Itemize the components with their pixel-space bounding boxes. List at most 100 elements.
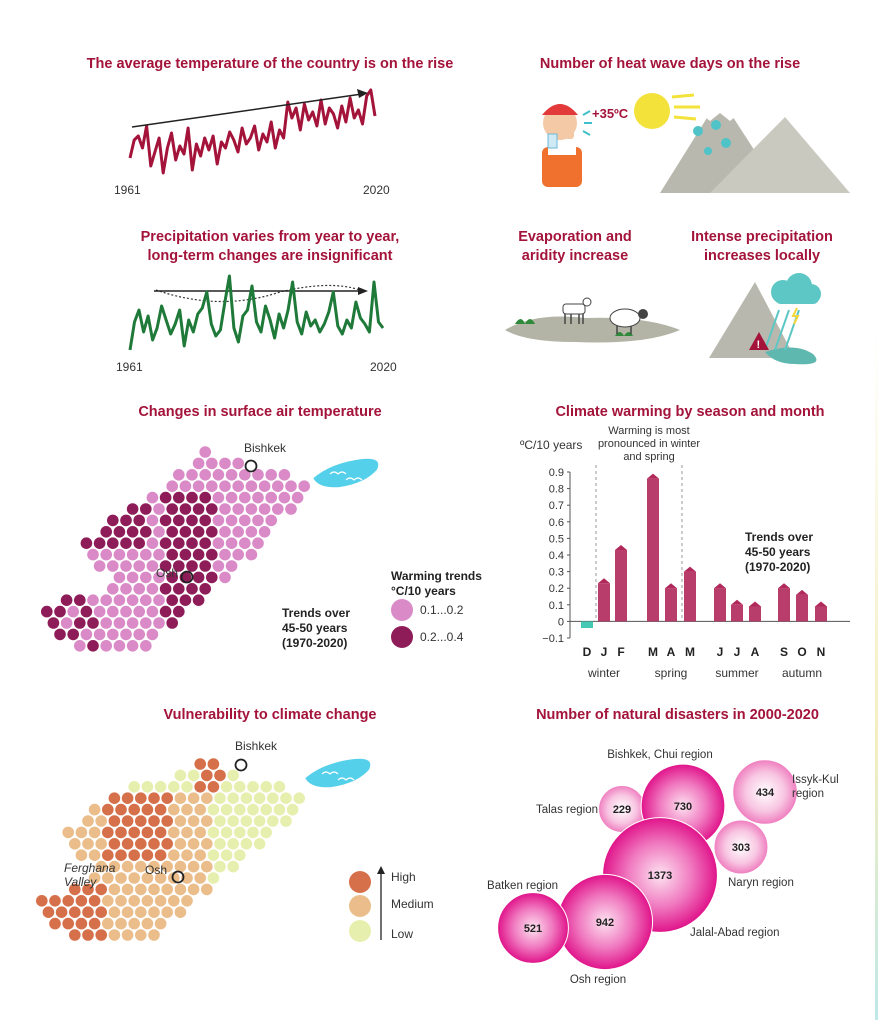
bar-j-6 xyxy=(714,588,726,622)
map-dot xyxy=(181,849,193,862)
heatwave-title: Number of heat wave days on the rise xyxy=(539,56,801,72)
bar-y-tick-label: 0.6 xyxy=(549,517,564,529)
map-dot xyxy=(161,837,174,850)
warming-season-title: Climate warming by season and month xyxy=(555,404,825,420)
map-dot xyxy=(159,537,172,550)
map-dot xyxy=(100,525,113,538)
vuln-lake-icon xyxy=(302,756,373,790)
map-dot xyxy=(192,480,205,493)
map-dot xyxy=(95,906,108,919)
bar-annotation: Warming is most pronounced in winter and… xyxy=(597,425,701,463)
bar-cap xyxy=(615,545,627,551)
map-dot xyxy=(133,514,146,527)
map-dot xyxy=(280,792,292,805)
map-dot xyxy=(192,525,205,538)
map-dot xyxy=(126,525,139,538)
map-dot xyxy=(134,815,147,827)
map-dot xyxy=(247,826,259,839)
bubble-value-label: 303 xyxy=(732,842,750,854)
bar-s-9 xyxy=(778,588,790,622)
map-dot xyxy=(120,605,132,618)
map-dot xyxy=(87,594,99,607)
map-dot xyxy=(200,837,213,850)
map-dot xyxy=(134,929,147,941)
map-dot xyxy=(139,594,152,607)
bar-cap xyxy=(796,589,808,595)
map-dot xyxy=(174,837,187,850)
map-dot xyxy=(133,560,146,572)
map-dot xyxy=(245,548,258,561)
map-dot xyxy=(280,815,292,827)
map-dot xyxy=(95,815,108,827)
bar-cap xyxy=(684,566,696,572)
map-dot xyxy=(166,525,179,538)
map-dot xyxy=(212,514,225,527)
map-dot xyxy=(73,594,86,607)
map-dot xyxy=(113,571,126,584)
map-dot xyxy=(214,837,226,850)
map-dot xyxy=(161,792,174,805)
heatwave-illustration: +35ºC xyxy=(542,93,850,193)
precip-trend-curve xyxy=(155,284,361,303)
map-dot xyxy=(68,837,81,850)
vulnerability-title: Vulnerability to climate change xyxy=(163,707,377,723)
map-dot xyxy=(167,872,180,884)
map-dot xyxy=(238,491,251,504)
map-dot xyxy=(75,894,88,907)
map-dot xyxy=(87,617,99,629)
map-dot xyxy=(172,605,185,618)
intense-precip-title-line1: Intense precipitation xyxy=(691,229,833,245)
evaporation-illustration xyxy=(505,297,680,343)
evaporation-title-line2: aridity increase xyxy=(521,248,629,264)
map-dot xyxy=(128,803,141,816)
bubble-region-label: Batken region xyxy=(487,880,558,892)
map-dot xyxy=(49,894,61,907)
map-dot xyxy=(93,560,106,572)
map-dot xyxy=(179,503,192,515)
map-dot xyxy=(199,446,212,458)
map-dot xyxy=(133,605,146,618)
map-dot xyxy=(186,514,198,527)
intense-precip-title: Intense precipitation increases locally xyxy=(672,228,852,266)
map-dot xyxy=(100,639,113,652)
map-dot xyxy=(120,560,132,572)
map-dot xyxy=(179,480,192,493)
map-dot xyxy=(87,639,99,652)
precip-series-line xyxy=(128,274,385,351)
bubble-talas-region xyxy=(598,785,646,833)
vuln-legend-low-label: Low xyxy=(391,927,413,941)
map-dot xyxy=(205,571,218,584)
map-dot xyxy=(159,514,172,527)
map-dot xyxy=(258,525,271,538)
map-dot xyxy=(194,872,207,884)
map-dot xyxy=(141,917,154,930)
map-dot xyxy=(205,503,218,515)
map-dot xyxy=(187,860,200,873)
map-dot xyxy=(199,560,212,572)
person-drinking-icon xyxy=(542,104,592,187)
map-dot xyxy=(187,792,200,805)
map-dot xyxy=(205,480,218,493)
precip-title: Precipitation varies from year to year, … xyxy=(70,228,470,266)
map-dot xyxy=(271,480,284,493)
map-dot xyxy=(73,639,86,652)
map-dot xyxy=(273,780,286,793)
map-dot xyxy=(225,537,238,550)
map-dot xyxy=(212,491,225,504)
map-dot xyxy=(101,917,114,930)
map-dot xyxy=(167,849,180,862)
map-dot xyxy=(240,815,253,827)
map-dot xyxy=(87,548,99,561)
bar-o-10 xyxy=(796,594,808,622)
bar-m-5 xyxy=(684,571,696,622)
intense-precip-title-line2: increases locally xyxy=(703,248,821,264)
precip-arrowhead xyxy=(358,287,368,295)
map-dot xyxy=(139,548,152,561)
map-dot xyxy=(172,582,185,595)
map-dot xyxy=(126,571,139,584)
map-dot xyxy=(113,525,126,538)
map-dot xyxy=(187,815,200,827)
map-dot xyxy=(266,792,279,805)
map-dot xyxy=(199,582,212,595)
bar-category-label: N xyxy=(817,645,826,659)
